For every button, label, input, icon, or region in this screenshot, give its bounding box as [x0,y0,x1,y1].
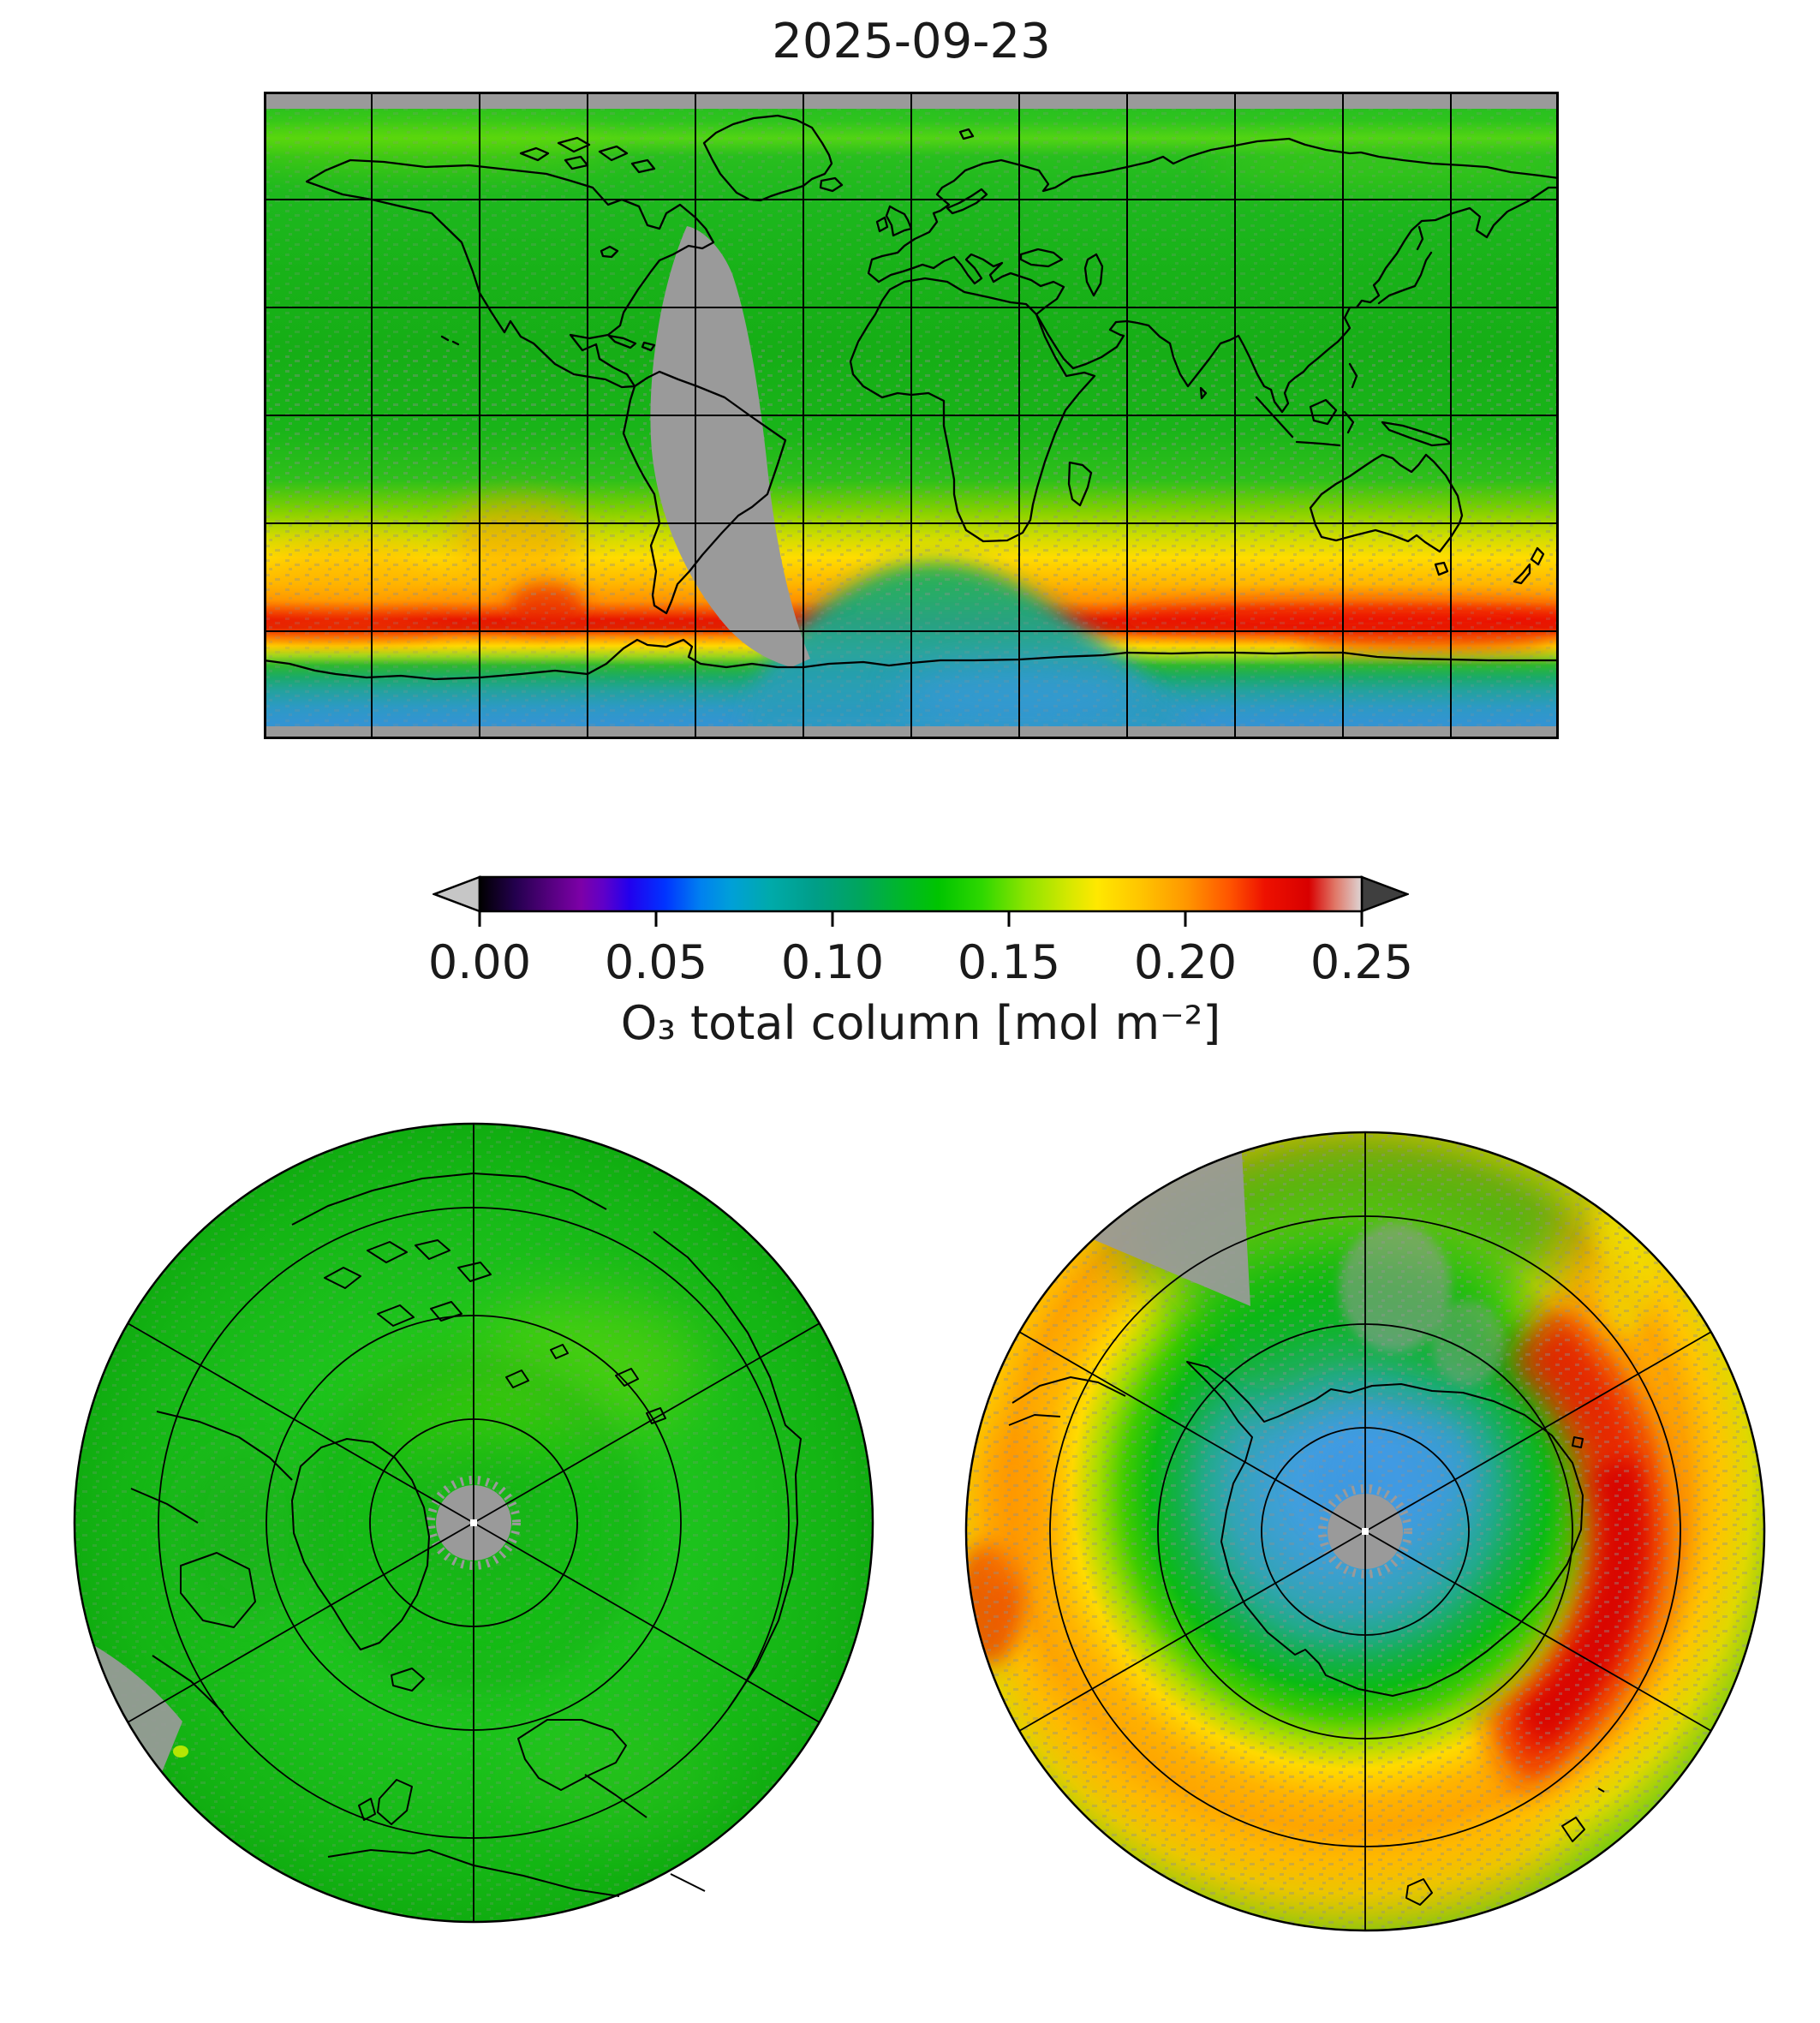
no-data-wedge [87,1644,182,1776]
pole-marker [470,1519,477,1526]
tick-label: 0.25 [1310,935,1414,989]
panel-rim [964,1131,1766,1932]
colorbar-over-arrow [1360,875,1409,913]
colorbar-tick-labels: 0.00 0.05 0.10 0.15 0.20 0.25 [428,935,1413,989]
tick-label: 0.20 [1133,935,1238,989]
tick-label: 0.10 [780,935,885,989]
colorbar [433,875,1409,927]
figure-title: 2025-09-23 [772,14,1051,69]
panel-rim [73,1122,874,1924]
tick-label: 0.15 [957,935,1061,989]
colorbar-axis-label: O₃ total column [mol m⁻²] [620,996,1221,1050]
global-map-panel [264,92,1559,739]
colorbar-gradient-bar [478,875,1364,913]
colorbar-under-arrow [433,875,481,913]
north-polar-panel [73,1122,874,1924]
no-data-wedge [1093,1152,1250,1306]
tick-label: 0.00 [427,935,532,989]
tick-label: 0.05 [604,935,708,989]
map-frame [264,92,1559,739]
pole-marker [1362,1528,1369,1535]
coastlines [130,1173,802,1897]
coastlines [1008,1361,1605,1906]
south-polar-panel [964,1131,1766,1932]
graticule [264,92,1559,739]
antarctica-coastline [1186,1361,1584,1697]
colorbar-tickmarks [478,911,1364,927]
no-data-orbital-swath [650,226,810,667]
